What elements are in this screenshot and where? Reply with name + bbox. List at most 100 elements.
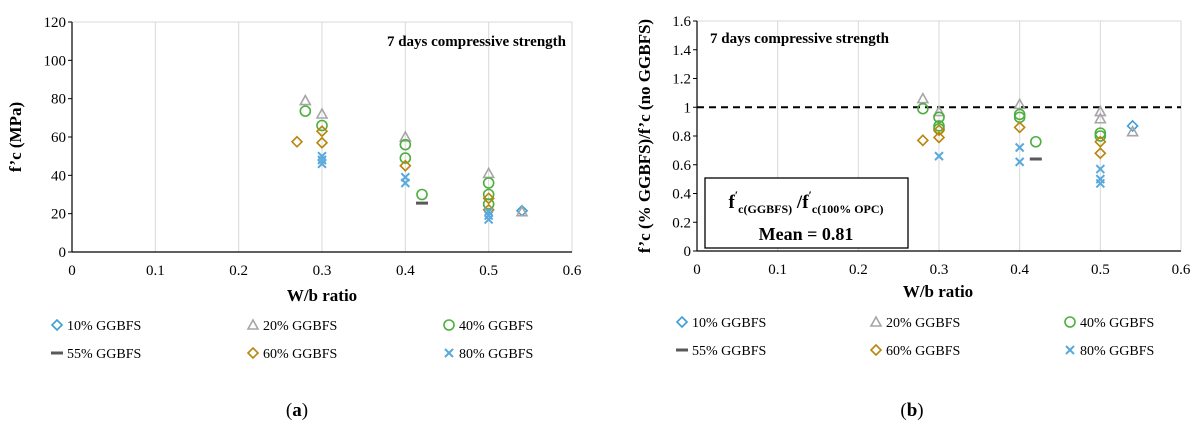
- chartA-legend-label: 10% GGBFS: [67, 319, 141, 334]
- chartB-ytick-label: 1.4: [672, 43, 691, 59]
- chartA-legend-label: 20% GGBFS: [263, 319, 337, 334]
- chartB-ytick-label: 1.2: [672, 72, 691, 88]
- chartA-ytick-label: 20: [51, 207, 66, 223]
- chartB-legend-item-20-ggbfs: 20% GGBFS: [869, 315, 960, 331]
- chartA-legend-label: 60% GGBFS: [263, 347, 337, 362]
- chartB-legend-label: 20% GGBFS: [886, 316, 960, 331]
- chartB-xtick-label: 0.1: [768, 262, 787, 278]
- chartA-legend-marker-60-ggbfs: [246, 346, 260, 360]
- chartA-point-80-ggbfs: [483, 207, 494, 217]
- chartB-legend-label: 40% GGBFS: [1080, 316, 1154, 331]
- chartA-point-40-ggbfs: [399, 138, 412, 151]
- chart-b-axes: 0 0.1 0.2 0.3 0.4 0.5 0.6 0 0.2 0.4 0.6 0.8 1 1.2 1.4 1…: [672, 14, 1191, 278]
- caption-b: (b): [900, 400, 923, 421]
- chartB-point-20-ggbfs: [916, 91, 930, 104]
- chartA-point-20-ggbfs: [315, 107, 329, 119]
- chartB-point-40-ggbfs: [1030, 135, 1042, 148]
- chartA-xtick-label: 0.5: [479, 263, 498, 279]
- chartB-legend-label: 55% GGBFS: [692, 344, 766, 359]
- chartB-legend-marker-40-ggbfs: [1064, 316, 1076, 328]
- chartB-legend-item-80-ggbfs: 80% GGBFS: [1065, 344, 1154, 359]
- chartB-point-20-ggbfs: [1093, 112, 1107, 124]
- chart-b-annotation-box: f′c(GGBFS) /f′c(100% OPC) Mean = 0.81: [704, 177, 909, 249]
- chartB-legend-item-10-ggbfs: 10% GGBFS: [675, 315, 766, 331]
- chartB-xtick-label: 0.3: [930, 262, 949, 278]
- chartA-xtick-label: 0.3: [313, 263, 332, 279]
- chartB-point-20-ggbfs: [1126, 125, 1139, 137]
- chartB-legend-item-60-ggbfs: 60% GGBFS: [869, 343, 960, 359]
- chartA-legend-item-10-ggbfs: 10% GGBFS: [50, 318, 141, 334]
- chartA-xtick-label: 0.6: [563, 263, 582, 279]
- chartA-xtick-label: 0.1: [146, 263, 165, 279]
- chartA-legend-item-80-ggbfs: 80% GGBFS: [444, 347, 533, 362]
- chartB-point-40-ggbfs: [1094, 130, 1107, 142]
- chartA-legend-item-20-ggbfs: 20% GGBFS: [246, 318, 337, 334]
- chartA-ytick-label: 60: [51, 130, 66, 146]
- chart-a-axes: 0 0.1 0.2 0.3 0.4 0.5 0.6 0 20 40 60 80 100 120: [44, 15, 582, 279]
- chartA-legend-marker-40-ggbfs: [443, 319, 455, 331]
- chartB-point-60-ggbfs: [916, 134, 929, 147]
- chartB-ytick-label: 0.2: [672, 215, 691, 231]
- chartA-legend-item-60-ggbfs: 60% GGBFS: [246, 346, 337, 362]
- chartA-point-40-ggbfs: [416, 188, 428, 201]
- chartA-legend-label: 55% GGBFS: [67, 347, 141, 362]
- chartA-point-40-ggbfs: [482, 198, 495, 210]
- caption-a-letter: a: [292, 400, 302, 421]
- chartB-point-40-ggbfs: [933, 111, 945, 124]
- chart-b: 0 0.1 0.2 0.3 0.4 0.5 0.6 0 0.2 0.4 0.6 0.8 1 1.2 1.4 1…: [635, 14, 1191, 421]
- chartB-point-80-ggbfs: [1014, 157, 1025, 167]
- chartA-point-60-ggbfs: [290, 135, 304, 148]
- annotation-frame: [704, 177, 909, 249]
- chartA-point-60-ggbfs: [315, 125, 329, 138]
- chartA-ytick-label: 100: [44, 53, 67, 69]
- chartB-legend-label: 80% GGBFS: [1080, 344, 1154, 359]
- chartA-point-60-ggbfs: [482, 192, 495, 205]
- chartA-legend-item-55-ggbfs: 55% GGBFS: [51, 347, 141, 362]
- chartB-point-60-ggbfs: [1013, 121, 1026, 134]
- chartB-point-80-ggbfs: [1095, 178, 1106, 189]
- chartA-ytick-label: 0: [59, 245, 67, 261]
- chart-b-ylabel: f’c (% GGBFS)/f’c (no GGBFS): [635, 19, 654, 253]
- chartA-ytick-label: 120: [44, 15, 67, 31]
- chartB-point-40-ggbfs: [933, 123, 945, 135]
- chartB-legend-marker-60-ggbfs: [869, 343, 883, 357]
- chartA-legend-item-40-ggbfs: 40% GGBFS: [443, 319, 533, 334]
- annotation-formula: f′c(GGBFS) /f′c(100% OPC): [728, 188, 883, 216]
- chartA-point-80-ggbfs: [317, 151, 327, 161]
- chartB-legend-label: 60% GGBFS: [886, 344, 960, 359]
- chartA-point-40-ggbfs: [399, 152, 412, 164]
- chartA-xtick-label: 0: [68, 263, 76, 279]
- chart-a-xlabel: W/b ratio: [287, 286, 357, 305]
- chartA-legend-marker-10-ggbfs: [50, 318, 64, 332]
- chartB-ytick-label: 0.6: [672, 158, 691, 174]
- chartB-ytick-label: 1.6: [672, 14, 691, 30]
- chartB-point-80-ggbfs: [934, 151, 944, 161]
- chartB-point-60-ggbfs: [1094, 147, 1107, 160]
- chart-b-points: [916, 91, 1139, 189]
- chart-b-title: 7 days compressive strength: [710, 31, 890, 47]
- chart-a-grid: [154, 22, 573, 252]
- chartA-point-20-ggbfs: [515, 205, 529, 217]
- chartA-point-80-ggbfs: [400, 178, 411, 188]
- chart-a: 0 0.1 0.2 0.3 0.4 0.5 0.6 0 20 40 60 80 100 120 7 day…: [6, 15, 582, 421]
- chartB-legend-marker-80-ggbfs: [1065, 345, 1075, 355]
- chartB-point-20-ggbfs: [1013, 97, 1027, 110]
- chartA-legend-marker-20-ggbfs: [246, 318, 260, 330]
- chartB-xtick-label: 0: [693, 262, 701, 278]
- chartA-point-80-ggbfs: [483, 214, 494, 225]
- chartA-ytick-label: 80: [51, 92, 66, 108]
- chartA-legend-label: 80% GGBFS: [459, 347, 533, 362]
- chartA-point-60-ggbfs: [399, 159, 412, 172]
- chartB-legend-marker-10-ggbfs: [675, 315, 689, 329]
- caption-a: (a): [286, 400, 308, 421]
- chartB-xtick-label: 0.2: [849, 262, 868, 278]
- chartA-legend-marker-80-ggbfs: [444, 348, 454, 358]
- chartB-legend-item-40-ggbfs: 40% GGBFS: [1064, 316, 1154, 331]
- chartB-ytick-label: 1: [684, 100, 692, 116]
- chartA-point-80-ggbfs: [317, 159, 327, 169]
- caption-b-letter: b: [907, 400, 918, 421]
- chart-a-ylabel: f’c (MPa): [6, 102, 25, 172]
- chartB-point-20-ggbfs: [1093, 104, 1107, 117]
